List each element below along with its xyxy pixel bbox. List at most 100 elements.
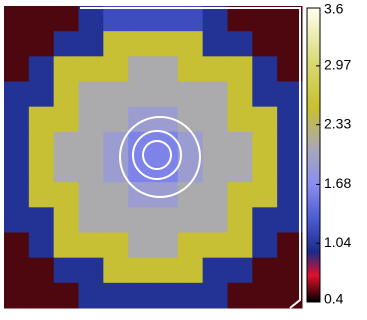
cell [128,131,154,158]
cell [202,157,228,183]
tick-label: 0.4 [324,291,344,307]
cell [252,106,278,133]
cell [128,31,154,57]
cell [4,6,30,32]
cell [277,282,303,309]
contours [80,7,301,309]
tick-label: 3.6 [324,1,344,17]
cell [53,157,79,183]
cell [202,131,228,158]
cell [227,6,253,32]
cell [28,207,55,233]
cell [277,81,303,108]
cell [28,131,55,158]
cell [28,182,55,208]
tick-label: 1.04 [324,234,351,250]
contour [119,116,201,198]
contour [142,140,172,170]
cell [252,207,278,233]
cell [128,56,154,82]
cell [153,282,179,309]
cell [227,182,253,208]
cell [53,182,79,208]
cell [227,257,253,284]
cell [128,81,154,108]
cell [153,6,179,32]
cell [28,6,55,32]
cell [227,131,253,158]
cell [28,232,55,259]
cell [177,182,204,208]
cell [277,106,303,133]
cell [202,282,228,309]
cell [277,207,303,233]
cell [4,232,30,259]
cell [53,282,79,309]
cell [177,257,204,284]
cell [53,56,79,82]
cell [53,6,79,32]
cell [103,81,129,108]
cell [28,56,55,82]
cell [202,232,228,259]
cell [202,81,228,108]
cell [202,6,228,32]
cell [128,232,154,259]
cell [103,31,129,57]
cell [227,157,253,183]
cell [78,31,104,57]
tick-label: 1.68 [324,175,351,191]
cell [78,232,104,259]
cell [153,207,179,233]
cell [4,282,30,309]
cell [4,81,30,108]
cell [252,31,278,57]
cell [4,56,30,82]
cell [202,31,228,57]
cell [227,106,253,133]
cell [78,56,104,82]
cell [277,157,303,183]
cell [202,56,228,82]
cell [53,106,79,133]
cell [227,282,253,309]
cell [78,81,104,108]
cell [153,232,179,259]
cell [177,81,204,108]
contour [132,130,182,180]
cell [128,257,154,284]
cell [227,207,253,233]
cell [78,157,104,183]
cell [103,56,129,82]
cell [227,232,253,259]
cell [252,257,278,284]
cell [252,81,278,108]
cell [227,81,253,108]
cell [177,56,204,82]
cell [28,31,55,57]
cell [177,232,204,259]
cell [78,131,104,158]
cell [252,232,278,259]
outer-contour [80,7,301,309]
tick-label: 2.33 [324,115,351,131]
cell [227,56,253,82]
cell [78,182,104,208]
cell [277,56,303,82]
cell [28,157,55,183]
map [4,6,303,309]
cell [103,157,129,183]
cell [103,207,129,233]
cell [78,257,104,284]
colorbar-ticks: 0.4 1.04 1.68 2.33 2.97 3.6 [316,1,351,307]
cell [277,232,303,259]
cell [53,31,79,57]
cell [4,257,30,284]
cell [202,257,228,284]
cell [103,106,129,133]
cell [153,81,179,108]
cell [103,6,129,32]
cell [202,207,228,233]
cell [277,257,303,284]
